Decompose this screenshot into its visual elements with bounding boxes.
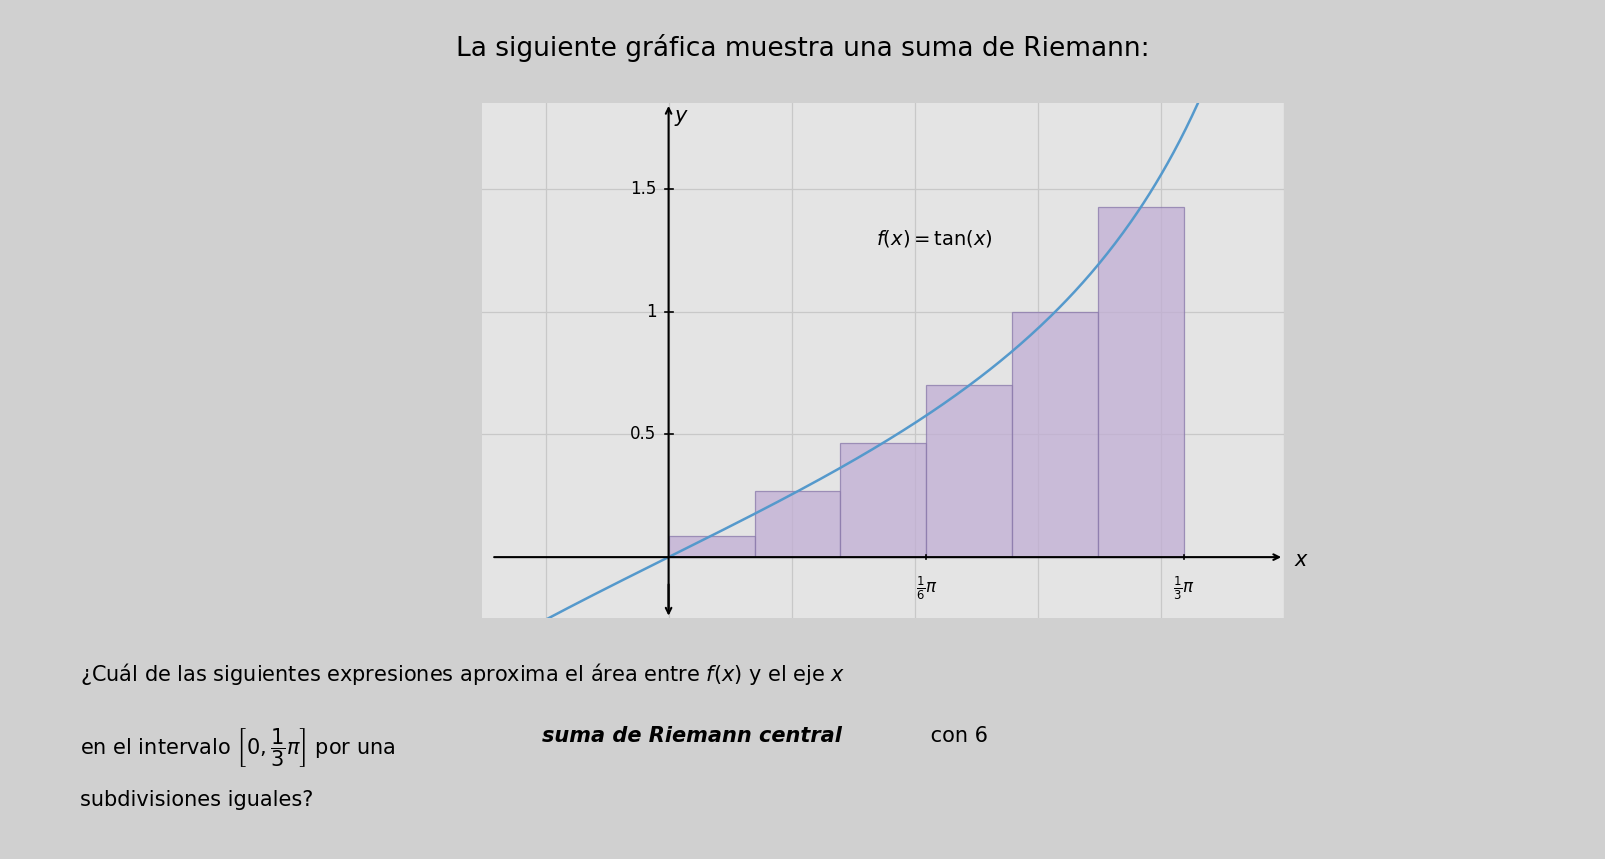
Bar — [1013, 312, 1098, 557]
Text: $f(x) = \tan(x)$: $f(x) = \tan(x)$ — [876, 228, 993, 248]
Bar — [669, 536, 754, 557]
Text: 1: 1 — [645, 302, 656, 320]
Text: $\frac{1}{6}\pi$: $\frac{1}{6}\pi$ — [915, 575, 937, 601]
Text: ¿Cuál de las siguientes expresiones aproxima el área entre $f(x)$ y el eje $x$: ¿Cuál de las siguientes expresiones apro… — [80, 661, 846, 687]
Text: 0.5: 0.5 — [631, 425, 656, 443]
Text: $y$: $y$ — [674, 108, 690, 128]
Text: $x$: $x$ — [1294, 550, 1310, 570]
Text: suma de Riemann central: suma de Riemann central — [542, 726, 843, 746]
Bar — [926, 386, 1013, 557]
Bar — [841, 442, 926, 557]
Text: La siguiente gráfica muestra una suma de Riemann:: La siguiente gráfica muestra una suma de… — [456, 34, 1149, 63]
Text: con 6: con 6 — [924, 726, 989, 746]
Text: $\frac{1}{3}\pi$: $\frac{1}{3}\pi$ — [1173, 575, 1196, 601]
Text: 1.5: 1.5 — [629, 180, 656, 198]
Bar — [754, 491, 841, 557]
Text: subdivisiones iguales?: subdivisiones iguales? — [80, 790, 313, 810]
Text: en el intervalo $\left[0,\dfrac{1}{3}\pi\right]$ por una: en el intervalo $\left[0,\dfrac{1}{3}\pi… — [80, 726, 398, 769]
Bar — [1098, 207, 1184, 557]
